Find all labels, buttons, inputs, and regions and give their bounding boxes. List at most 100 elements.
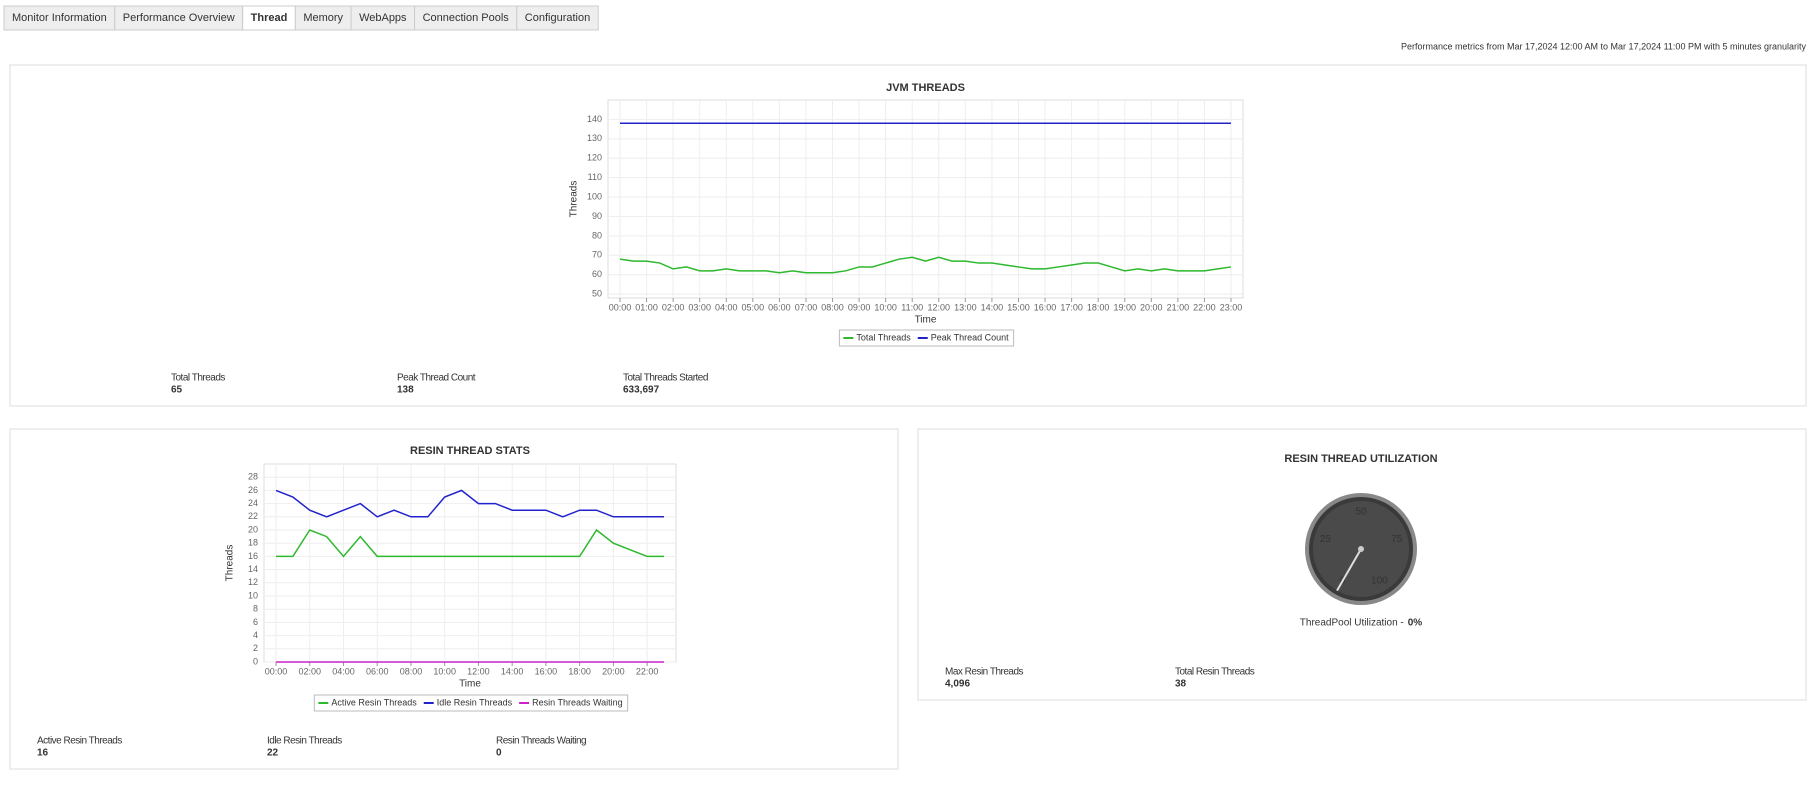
y-tick-label: 90 xyxy=(592,211,602,221)
x-tick-label: 06:00 xyxy=(366,666,389,676)
x-tick-label: 22:00 xyxy=(636,666,659,676)
x-tick-label: 19:00 xyxy=(1113,302,1136,312)
y-tick-label: 10 xyxy=(248,590,258,600)
plot-area xyxy=(263,463,677,663)
tab-label[interactable]: Configuration xyxy=(525,12,590,24)
x-tick-label: 18:00 xyxy=(1087,302,1110,312)
x-tick-label: 00:00 xyxy=(609,302,632,312)
x-tick-label: 12:00 xyxy=(928,302,951,312)
x-tick-label: 11:00 xyxy=(901,302,923,312)
x-tick-label: 14:00 xyxy=(981,302,1004,312)
chart-title: RESIN THREAD UTILIZATION xyxy=(1284,453,1437,465)
gauge-tick-label: 50 xyxy=(1355,507,1367,518)
y-axis-title: Threads xyxy=(569,181,580,218)
gauge-tick-label: 75 xyxy=(1391,534,1403,545)
legend-label: Idle Resin Threads xyxy=(437,697,513,707)
stat-value: 138 xyxy=(397,385,414,396)
tab[interactable] xyxy=(516,5,599,31)
y-tick-label: 22 xyxy=(248,511,258,521)
tab-label[interactable]: Thread xyxy=(251,12,288,24)
y-tick-label: 26 xyxy=(248,485,258,495)
gauge-needle xyxy=(1336,548,1362,592)
x-tick-label: 18:00 xyxy=(568,666,591,676)
y-tick-label: 20 xyxy=(248,524,258,534)
legend-box xyxy=(313,694,629,712)
y-tick-label: 28 xyxy=(248,472,258,482)
tab-label[interactable]: Connection Pools xyxy=(423,12,510,24)
x-tick-label: 23:00 xyxy=(1220,302,1243,312)
tab-label[interactable]: Memory xyxy=(303,12,343,24)
y-tick-label: 60 xyxy=(592,269,602,279)
stat-label: Total Threads xyxy=(171,373,225,384)
gauge-caption: ThreadPool Utilization - xyxy=(1300,618,1404,629)
tab[interactable] xyxy=(350,5,416,31)
y-tick-label: 0 xyxy=(253,656,258,666)
legend: Active Resin Threads Idle Resin Threads Re… xyxy=(313,694,629,712)
x-tick-label: 16:00 xyxy=(535,666,558,676)
x-tick-label: 10:00 xyxy=(433,666,456,676)
tab[interactable] xyxy=(242,5,296,31)
stat-label: Total Resin Threads xyxy=(1175,667,1255,678)
y-tick-label: 18 xyxy=(248,538,258,548)
x-tick-label: 02:00 xyxy=(662,302,685,312)
y-tick-label: 24 xyxy=(248,498,258,508)
tab[interactable] xyxy=(3,5,116,31)
tab-label[interactable]: Monitor Information xyxy=(12,12,107,24)
x-tick-label: 17:00 xyxy=(1060,302,1083,312)
x-tick-label: 04:00 xyxy=(332,666,355,676)
x-tick-label: 20:00 xyxy=(602,666,625,676)
tab[interactable] xyxy=(414,5,518,31)
x-tick-label: 12:00 xyxy=(467,666,490,676)
x-tick-label: 03:00 xyxy=(688,302,711,312)
x-tick-label: 01:00 xyxy=(635,302,658,312)
y-tick-label: 12 xyxy=(248,577,258,587)
x-tick-label: 07:00 xyxy=(795,302,818,312)
x-tick-label: 15:00 xyxy=(1007,302,1030,312)
y-tick-label: 8 xyxy=(253,604,258,614)
x-tick-label: 20:00 xyxy=(1140,302,1163,312)
x-tick-label: 04:00 xyxy=(715,302,738,312)
y-tick-label: 110 xyxy=(588,172,602,182)
stat-value: 0 xyxy=(496,748,502,759)
y-tick-label: 2 xyxy=(253,643,258,653)
x-axis-title: Time xyxy=(459,679,481,690)
series-line xyxy=(276,528,664,558)
gauge-tick-label: 100 xyxy=(1371,576,1388,587)
y-tick-label: 80 xyxy=(592,230,602,240)
legend-label: Resin Threads Waiting xyxy=(532,697,623,707)
y-tick-label: 120 xyxy=(587,153,602,163)
x-tick-label: 13:00 xyxy=(954,302,977,312)
x-tick-label: 22:00 xyxy=(1193,302,1216,312)
x-tick-label: 08:00 xyxy=(821,302,844,312)
plot-area xyxy=(607,99,1244,299)
x-tick-label: 16:00 xyxy=(1034,302,1057,312)
stat-value: 633,697 xyxy=(623,385,660,396)
tab[interactable] xyxy=(114,5,244,31)
y-tick-label: 130 xyxy=(587,133,602,143)
stat-label: Active Resin Threads xyxy=(37,736,122,747)
y-tick-label: 50 xyxy=(592,288,602,298)
legend-label: Total Threads xyxy=(856,332,911,342)
y-axis-title: Threads xyxy=(225,545,236,582)
tab-label[interactable]: Performance Overview xyxy=(123,12,235,24)
chart-title: RESIN THREAD STATS xyxy=(410,445,530,457)
series-line xyxy=(275,489,664,518)
stat-label: Max Resin Threads xyxy=(945,667,1024,678)
stat-value: 22 xyxy=(267,748,279,759)
stat-value: 16 xyxy=(37,748,49,759)
y-tick-label: 16 xyxy=(248,551,258,561)
x-tick-label: 06:00 xyxy=(768,302,791,312)
y-tick-label: 70 xyxy=(592,250,602,260)
gauge-value-label: 0% xyxy=(1408,618,1423,629)
stat-label: Total Threads Started xyxy=(623,373,708,384)
x-tick-label: 00:00 xyxy=(265,666,288,676)
tab-label[interactable]: WebApps xyxy=(359,12,407,24)
gauge-hub xyxy=(1358,546,1364,552)
x-tick-label: 05:00 xyxy=(742,302,765,312)
gauge-tick-label: 25 xyxy=(1320,534,1332,545)
x-tick-label: 09:00 xyxy=(848,302,871,312)
chart-title: JVM THREADS xyxy=(886,82,965,94)
y-tick-label: 6 xyxy=(253,617,258,627)
